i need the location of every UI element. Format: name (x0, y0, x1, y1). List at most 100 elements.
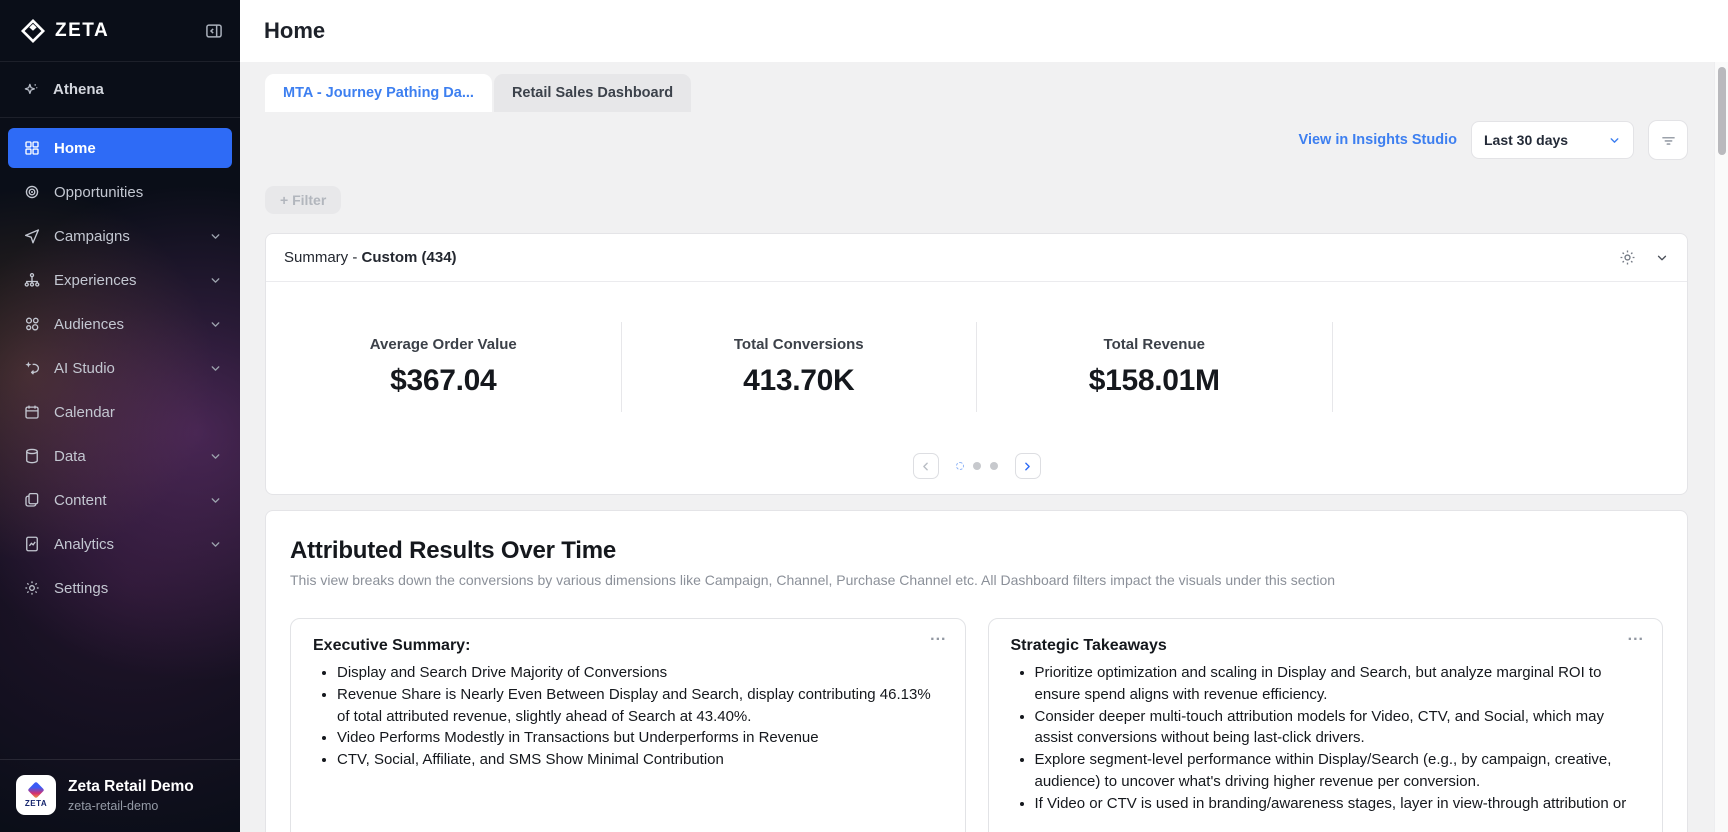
metric-label: Total Revenue (1103, 336, 1205, 353)
summary-title-prefix: Summary - (284, 249, 362, 266)
view-in-insights-studio-link[interactable]: View in Insights Studio (1298, 132, 1457, 148)
grid-icon (23, 139, 41, 157)
sidebar-item-opportunities[interactable]: Opportunities (8, 172, 232, 212)
card-menu-button[interactable]: ... (1627, 627, 1644, 644)
date-range-select[interactable]: Last 30 days (1471, 121, 1634, 159)
bullet-item: Consider deeper multi-touch attribution … (1035, 706, 1641, 750)
database-icon (23, 447, 41, 465)
vertical-scrollbar[interactable] (1714, 62, 1728, 832)
toolbar: View in Insights Studio Last 30 days (265, 120, 1688, 160)
sidebar-item-label: Campaigns (54, 227, 130, 245)
sidebar-item-ai-studio[interactable]: AI Studio (8, 348, 232, 388)
sidebar-item-audiences[interactable]: Audiences (8, 304, 232, 344)
insight-cards-row: ... Executive Summary: Display and Searc… (290, 618, 1663, 832)
bullet-item: CTV, Social, Affiliate, and SMS Show Min… (337, 749, 943, 771)
summary-collapse-button[interactable] (1655, 251, 1669, 265)
carousel-next-button[interactable] (1014, 453, 1041, 479)
chevron-down-icon (209, 362, 222, 375)
bullet-item: Prioritize optimization and scaling in D… (1035, 662, 1641, 706)
dashboard-tabs: MTA - Journey Pathing Da... Retail Sales… (265, 74, 1688, 112)
logo-text: ZETA (55, 19, 110, 41)
chevron-down-icon (1608, 134, 1621, 147)
sidebar-item-home[interactable]: Home (8, 128, 232, 168)
workspace-name: Zeta Retail Demo (68, 777, 194, 795)
metric-label: Total Conversions (733, 336, 864, 353)
gear-icon (23, 579, 41, 597)
section-subtitle: This view breaks down the conversions by… (290, 572, 1336, 588)
content-icon (23, 491, 41, 509)
chevron-down-icon (209, 274, 222, 287)
bullet-item: If Video or CTV is used in branding/awar… (1035, 793, 1641, 815)
metric-label: Average Order Value (369, 336, 517, 353)
metric-value: $158.01M (1088, 364, 1220, 397)
sidebar-item-athena[interactable]: Athena (0, 62, 240, 118)
ai-icon (23, 359, 41, 377)
bullet-list: Prioritize optimization and scaling in D… (1011, 662, 1641, 814)
chevron-down-icon (209, 230, 222, 243)
chevron-right-icon (1021, 460, 1034, 473)
page-title: Home (264, 18, 326, 43)
analytics-icon (23, 535, 41, 553)
bullet-item: Display and Search Drive Majority of Con… (337, 662, 943, 684)
carousel-dot-1[interactable] (955, 462, 964, 470)
main-area: Home MTA - Journey Pathing Da... Retail … (240, 0, 1728, 832)
metric-empty-slot (1333, 322, 1688, 412)
carousel-dot-2[interactable] (972, 462, 981, 470)
content-area: MTA - Journey Pathing Da... Retail Sales… (240, 62, 1728, 832)
filter-lines-icon (1659, 131, 1678, 150)
sidebar-header: ZETA (0, 0, 240, 62)
tab-retail-sales-dashboard[interactable]: Retail Sales Dashboard (493, 74, 692, 112)
bullet-item: Video Performs Modestly in Transactions … (337, 727, 943, 749)
kpi-metrics-row: Average Order Value $367.04 Total Conver… (266, 322, 1687, 412)
carousel-dot-3[interactable] (989, 462, 998, 470)
chevron-left-icon (919, 460, 932, 473)
sidebar-item-label: Content (54, 491, 107, 509)
sidebar-item-content[interactable]: Content (8, 480, 232, 520)
date-range-value: Last 30 days (1484, 132, 1569, 148)
metric-total-revenue: Total Revenue $158.01M (977, 322, 1333, 412)
carousel-dots (955, 462, 998, 470)
bullet-item: Revenue Share is Nearly Even Between Dis… (337, 684, 943, 728)
filter-settings-button[interactable] (1648, 120, 1688, 160)
sidebar-item-campaigns[interactable]: Campaigns (8, 216, 232, 256)
send-icon (23, 227, 41, 245)
metric-value: 413.70K (743, 364, 855, 397)
card-menu-button[interactable]: ... (930, 627, 947, 644)
sidebar-item-label: AI Studio (54, 359, 115, 377)
summary-title: Custom (434) (361, 249, 457, 266)
executive-summary-card: ... Executive Summary: Display and Searc… (290, 618, 966, 832)
sidebar-item-settings[interactable]: Settings (8, 568, 232, 608)
workspace-switcher[interactable]: ZETA Zeta Retail Demo zeta-retail-demo (0, 759, 240, 832)
sparkle-icon (22, 81, 40, 99)
sidebar: ZETA Athena Home Opportunities Campaigns… (0, 0, 240, 832)
summary-panel: Summary - Custom (434) Average Order Val… (265, 233, 1688, 495)
sidebar-item-label: Calendar (54, 403, 115, 421)
sidebar-item-experiences[interactable]: Experiences (8, 260, 232, 300)
sidebar-item-analytics[interactable]: Analytics (8, 524, 232, 564)
sidebar-collapse-icon[interactable] (204, 21, 224, 41)
sidebar-item-label: Analytics (54, 535, 115, 553)
sidebar-item-calendar[interactable]: Calendar (8, 392, 232, 432)
attributed-results-section: Attributed Results Over Time This view b… (265, 510, 1688, 832)
metric-total-conversions: Total Conversions 413.70K (622, 322, 977, 412)
metric-average-order-value: Average Order Value $367.04 (266, 322, 622, 412)
chevron-down-icon (209, 538, 222, 551)
zeta-logo-icon (20, 18, 46, 44)
carousel-prev-button[interactable] (912, 453, 939, 479)
strategic-takeaways-card: ... Strategic Takeaways Prioritize optim… (987, 618, 1663, 832)
tab-mta-journey-pathing[interactable]: MTA - Journey Pathing Da... (265, 74, 492, 112)
add-filter-button[interactable]: + Filter (265, 186, 342, 214)
summary-settings-button[interactable] (1618, 248, 1637, 267)
chevron-down-icon (209, 494, 222, 507)
audiences-icon (23, 315, 41, 333)
sidebar-item-label: Home (54, 139, 96, 157)
sidebar-item-label: Settings (54, 579, 109, 597)
summary-panel-header: Summary - Custom (434) (266, 234, 1687, 282)
scrollbar-thumb[interactable] (1718, 67, 1726, 155)
calendar-icon (23, 403, 41, 421)
hierarchy-icon (23, 271, 41, 289)
target-icon (23, 183, 41, 201)
section-title: Attributed Results Over Time (290, 537, 617, 564)
card-title: Executive Summary: (313, 637, 471, 654)
sidebar-item-data[interactable]: Data (8, 436, 232, 476)
